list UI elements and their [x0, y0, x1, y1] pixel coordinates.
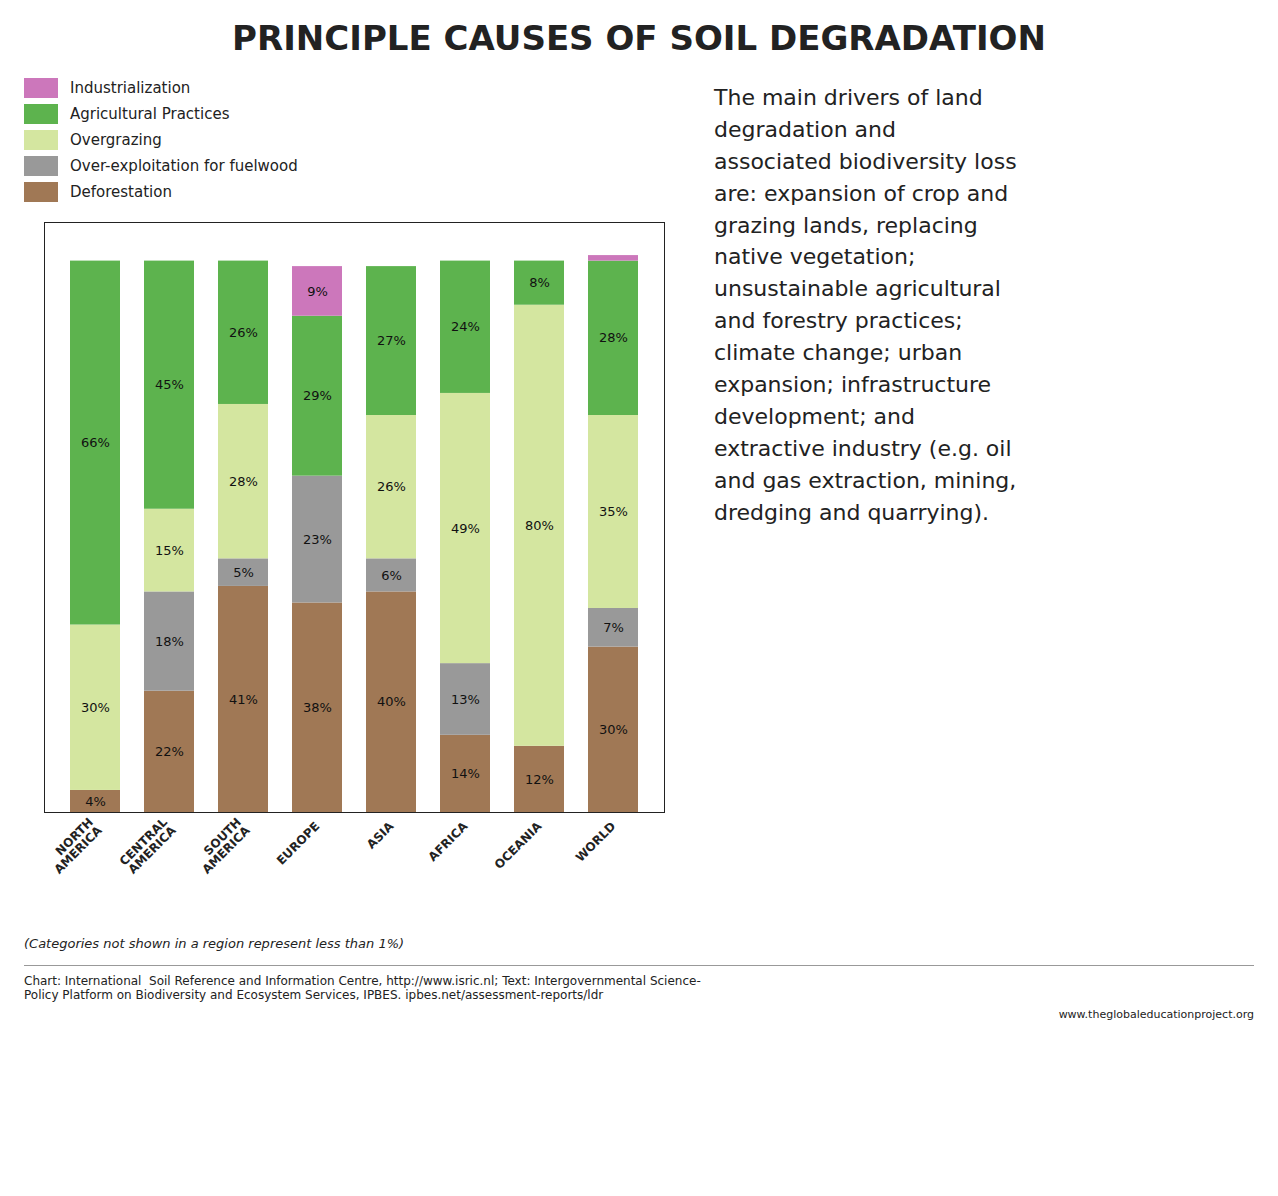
svg-text:8%: 8% [529, 275, 550, 290]
svg-text:5%: 5% [233, 565, 254, 580]
svg-text:38%: 38% [303, 700, 332, 715]
svg-text:SOUTHAMERICA: SOUTHAMERICA [191, 815, 253, 877]
svg-text:41%: 41% [229, 692, 258, 707]
svg-text:6%: 6% [381, 568, 402, 583]
svg-text:4%: 4% [85, 794, 106, 809]
html-text:Chart: International Soil Refe: Chart: International Soil Reference and … [24, 974, 701, 1002]
svg-text:80%: 80% [525, 518, 554, 533]
svg-text:66%: 66% [81, 435, 110, 450]
svg-text:EUROPE: EUROPE [274, 819, 322, 867]
svg-text:45%: 45% [155, 377, 184, 392]
html-text:Overgrazing: Overgrazing [70, 131, 162, 149]
svg-text:WORLD: WORLD [573, 819, 618, 864]
svg-text:ASIA: ASIA [364, 819, 397, 852]
svg-text:28%: 28% [599, 330, 628, 345]
html-text:(Categories not shown in a reg: (Categories not shown in a region repres… [24, 936, 405, 951]
svg-text:24%: 24% [451, 319, 480, 334]
svg-text:40%: 40% [377, 694, 406, 709]
html-text:Deforestation: Deforestation [70, 183, 172, 201]
svg-text:9%: 9% [307, 284, 328, 299]
svg-text:CENTRALAMERICA: CENTRALAMERICA [117, 815, 179, 877]
svg-text:15%: 15% [155, 543, 184, 558]
svg-text:22%: 22% [155, 744, 184, 759]
svg-text:26%: 26% [229, 325, 258, 340]
svg-text:NORTHAMERICA: NORTHAMERICA [43, 815, 105, 877]
svg-text:14%: 14% [451, 766, 480, 781]
svg-text:26%: 26% [377, 479, 406, 494]
html-text:Over-exploitation for fuelwood: Over-exploitation for fuelwood [70, 157, 298, 175]
svg-text:AFRICA: AFRICA [426, 819, 471, 864]
html-text:The main drivers of land degra: The main drivers of land degradation and… [714, 85, 1017, 525]
svg-text:30%: 30% [81, 700, 110, 715]
svg-text:18%: 18% [155, 634, 184, 649]
html-text:Agricultural Practices: Agricultural Practices [70, 105, 230, 123]
svg-text:35%: 35% [599, 504, 628, 519]
svg-text:7%: 7% [603, 620, 624, 635]
svg-text:49%: 49% [451, 521, 480, 536]
svg-text:28%: 28% [229, 474, 258, 489]
svg-text:OCEANIA: OCEANIA [492, 819, 545, 872]
svg-text:27%: 27% [377, 333, 406, 348]
html-text:Industrialization: Industrialization [70, 79, 191, 97]
svg-text:13%: 13% [451, 692, 480, 707]
svg-text:30%: 30% [599, 722, 628, 737]
svg-text:12%: 12% [525, 772, 554, 787]
svg-text:29%: 29% [303, 388, 332, 403]
html-text:www.theglobaleducationproject.: www.theglobaleducationproject.org [1058, 1008, 1254, 1021]
svg-text:23%: 23% [303, 532, 332, 547]
html-text:PRINCIPLE CAUSES OF SOIL DEGRA: PRINCIPLE CAUSES OF SOIL DEGRADATION [232, 18, 1046, 58]
